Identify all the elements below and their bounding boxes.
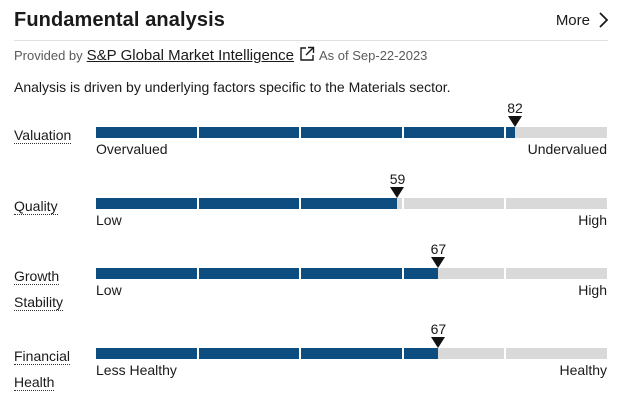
metric-label-line: Stability	[14, 294, 64, 311]
score-bar-fill	[96, 348, 439, 359]
metric-label[interactable]: Financial Health	[14, 343, 71, 395]
bar-segment-divider	[401, 127, 404, 138]
as-of-date: As of Sep-22-2023	[319, 48, 428, 63]
score-bar-fill	[96, 127, 516, 138]
bar-segment-divider	[503, 127, 506, 138]
bar-segment-divider	[197, 127, 200, 138]
triangle-down-icon	[508, 116, 523, 127]
metric-score: 59	[389, 171, 406, 187]
score-bar	[96, 348, 607, 359]
provider-line: Provided by S&P Global Market Intelligen…	[14, 46, 427, 65]
metric-label[interactable]: Valuation	[14, 122, 72, 148]
triangle-down-icon	[431, 337, 446, 348]
score-bar	[96, 198, 607, 209]
scale-low-label: Low	[96, 282, 122, 298]
provider-link[interactable]: S&P Global Market Intelligence	[86, 47, 294, 64]
more-link[interactable]: More	[556, 12, 608, 29]
bar-segment-divider	[299, 268, 302, 279]
score-bar	[96, 268, 607, 279]
metric-score: 67	[430, 321, 447, 337]
bar-segment-divider	[503, 268, 506, 279]
score-bar	[96, 127, 607, 138]
analysis-description: Analysis is driven by underlying factors…	[14, 79, 451, 95]
metric-label-line: Financial	[14, 348, 71, 365]
metric-label-line: Quality	[14, 198, 58, 215]
bar-segment-divider	[197, 198, 200, 209]
triangle-down-icon	[390, 187, 405, 198]
bar-segment-divider	[299, 198, 302, 209]
scale-low-label: Overvalued	[96, 141, 168, 157]
bar-segment-divider	[401, 198, 404, 209]
bar-segment-divider	[197, 268, 200, 279]
scale-high-label: Healthy	[559, 362, 607, 378]
metric-score: 67	[430, 241, 447, 257]
score-bar-fill	[96, 198, 398, 209]
metric-score: 82	[507, 100, 523, 116]
card-title: Fundamental analysis	[14, 8, 225, 31]
provider-prefix: Provided by	[14, 48, 83, 63]
bar-segment-divider	[503, 348, 506, 359]
bar-segment-divider	[401, 268, 404, 279]
metric-label[interactable]: Quality	[14, 193, 58, 219]
bar-segment-divider	[503, 198, 506, 209]
scale-high-label: High	[578, 212, 607, 228]
metric-label-line: Growth	[14, 268, 60, 285]
more-label: More	[555, 11, 590, 29]
bar-segment-divider	[299, 348, 302, 359]
metric-label-line: Valuation	[14, 127, 72, 144]
scale-high-label: Undervalued	[527, 141, 607, 157]
metric-label-line: Health	[14, 374, 55, 391]
bar-segment-divider	[299, 127, 302, 138]
triangle-down-icon	[431, 257, 446, 268]
bar-segment-divider	[401, 348, 404, 359]
score-bar-fill	[96, 268, 439, 279]
bar-segment-divider	[197, 348, 200, 359]
scale-high-label: High	[578, 282, 607, 298]
metric-label[interactable]: Growth Stability	[14, 263, 64, 315]
external-link-icon[interactable]	[299, 46, 315, 65]
card-header: Fundamental analysis More	[14, 0, 608, 41]
scale-low-label: Low	[96, 212, 122, 228]
chevron-right-icon	[598, 12, 608, 28]
scale-low-label: Less Healthy	[96, 362, 177, 378]
